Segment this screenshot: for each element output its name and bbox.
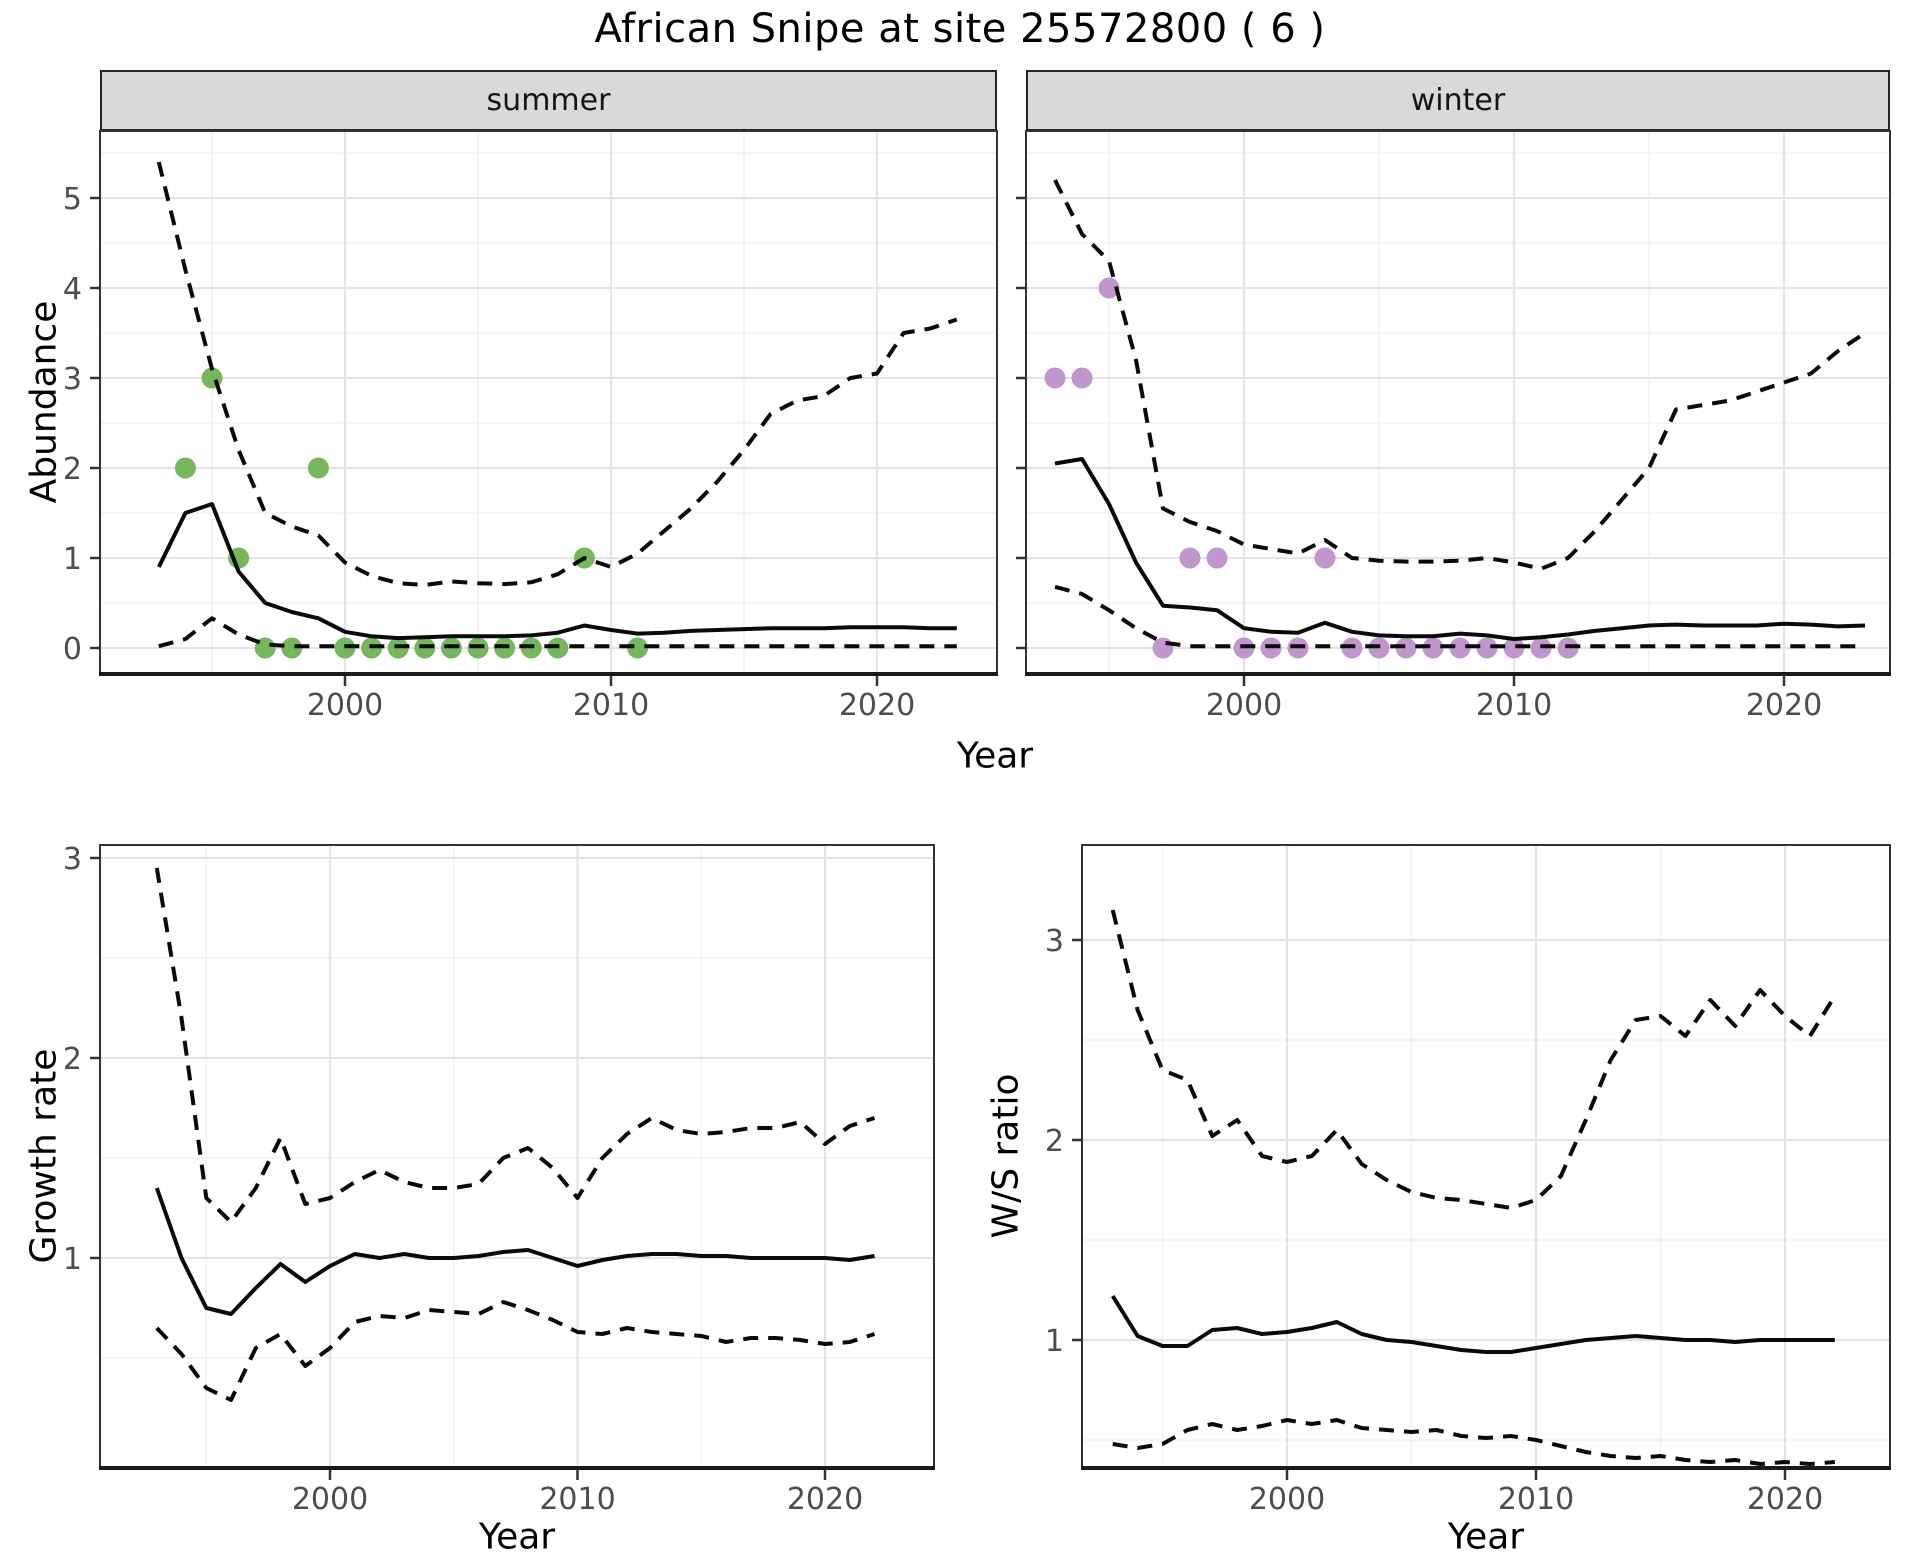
- growth-rate-panel: 2000 2010 2020 1 2 3: [63, 842, 935, 1517]
- y-tick-label: 5: [63, 182, 82, 217]
- y-tick-label: 2: [1045, 1124, 1064, 1159]
- y-tick-label: 2: [63, 1042, 82, 1077]
- facet-strip-winter: winter: [1026, 70, 1890, 131]
- x-tick-label: 2010: [1476, 688, 1552, 723]
- x-tick-label: 2000: [1206, 688, 1282, 723]
- x-axis-title-year-bottom-right: Year: [1447, 1516, 1525, 1558]
- y-tick-label: 4: [63, 272, 82, 307]
- x-tick-label: 2000: [292, 1482, 368, 1517]
- x-tick-label: 2000: [307, 688, 383, 723]
- y-tick-label: 1: [1045, 1324, 1064, 1359]
- facet-strip-summer-label: summer: [486, 83, 611, 118]
- summer-fit-line: [157, 502, 957, 641]
- facet-strip-summer: summer: [100, 70, 997, 131]
- ws-ratio-panel: 2000 2010 2020 1 2 3: [1045, 844, 1891, 1517]
- x-tick-label: 2010: [1498, 1482, 1574, 1517]
- x-tick-label: 2020: [1747, 1482, 1823, 1517]
- summer-lower-CI-line: [158, 616, 957, 649]
- summer-abundance-panel: 2000 2010 2020 0 1 2 3 4 5: [63, 130, 998, 723]
- winter-upper-CI-line: [1053, 179, 1867, 571]
- fit-line: [154, 1187, 875, 1316]
- upper-CI-line: [1110, 909, 1837, 1210]
- x-tick-label: 2020: [1746, 688, 1822, 723]
- x-tick-label: 2000: [1249, 1482, 1325, 1517]
- y-tick-label: 1: [63, 1242, 82, 1277]
- y-tick-label: 3: [1045, 924, 1064, 959]
- x-axis-title-year-bottom-left: Year: [478, 1516, 556, 1558]
- x-tick-label: 2020: [787, 1482, 863, 1517]
- summer-upper-CI-line: [156, 161, 958, 587]
- lower-CI-line: [1112, 1418, 1835, 1466]
- y-tick-label: 3: [63, 842, 82, 877]
- x-tick-label: 2010: [539, 1482, 615, 1517]
- y-tick-label: 1: [63, 542, 82, 577]
- fit-line: [1111, 1294, 1835, 1354]
- figure-title: African Snipe at site 25572800 ( 6 ): [594, 6, 1326, 52]
- x-tick-label: 2020: [839, 688, 915, 723]
- winter-fit-line: [1054, 457, 1866, 641]
- y-tick-label: 0: [63, 632, 82, 667]
- x-axis-title-year-top: Year: [956, 735, 1034, 777]
- y-tick-label: 3: [63, 362, 82, 397]
- facet-strip-winter-label: winter: [1410, 83, 1506, 118]
- x-tick-label: 2010: [573, 688, 649, 723]
- winter-lower-CI-line: [1054, 584, 1865, 649]
- lower-CI-line: [155, 1300, 876, 1402]
- y-tick-label: 2: [63, 452, 82, 487]
- upper-CI-line: [154, 867, 876, 1224]
- winter-abundance-panel: 2000 2010 2020: [1016, 130, 1891, 723]
